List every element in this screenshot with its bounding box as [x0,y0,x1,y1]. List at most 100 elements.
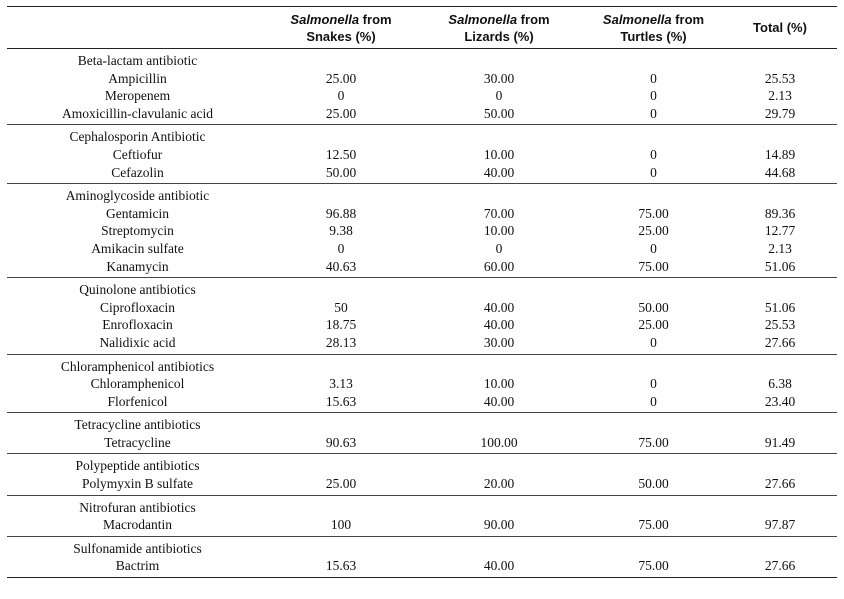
total-value: 27.66 [764,476,796,492]
turtles-value: 50.00 [638,299,669,315]
snakes-value: 0 [337,88,345,104]
lizards-value: 0 [495,240,503,256]
header-turtles-genus: Salmonella [602,11,672,27]
turtles-value: 75.00 [638,558,669,574]
empty-cell [584,49,723,70]
turtles-value: 0 [650,70,657,86]
total-value: 89.36 [764,205,796,221]
table-row: Nalidixic acid 28.13 30.00 0 27.66 [7,334,837,354]
antibiotic-name: Ceftiofur [112,146,163,162]
table-row: Polymyxin B sulfate 25.00 20.00 50.00 27.66 [7,475,837,496]
empty-cell [414,354,584,375]
turtles-value: 25.00 [638,223,669,239]
total-value: 97.87 [764,517,796,533]
snakes-value: 25.00 [325,70,357,86]
table-row: Tetracycline 90.63 100.00 75.00 91.49 [7,434,837,454]
snakes-value: 9.38 [329,223,353,239]
turtles-value: 75.00 [638,517,669,533]
table-row: Macrodantin 100 90.00 75.00 97.87 [7,516,837,537]
class-title: Sulfonamide antibiotics [73,540,202,556]
empty-cell [584,454,723,475]
total-value: 91.49 [764,434,796,450]
empty-cell [268,125,414,146]
snakes-value: 0 [337,240,345,256]
turtles-value: 75.00 [638,258,669,274]
snakes-value: 25.00 [325,476,357,492]
lizards-value: 40.00 [483,164,515,180]
table-row: Streptomycin 9.38 10.00 25.00 12.77 [7,222,837,240]
empty-cell [723,278,837,299]
antibiotic-name: Amoxicillin-clavulanic acid [61,105,214,121]
class-title: Chloramphenicol antibiotics [60,358,215,374]
lizards-value: 70.00 [483,205,515,221]
empty-cell [268,354,414,375]
snakes-value: 40.63 [325,258,357,274]
empty-cell [268,278,414,299]
class-title: Polypeptide antibiotics [75,458,200,474]
empty-cell [268,184,414,205]
turtles-value: 50.00 [638,476,669,492]
class-title-row: Sulfonamide antibiotics [7,536,837,557]
antibiotic-class-group: Quinolone antibiotics Ciprofloxacin 50 40.0… [7,278,837,354]
antibiotic-class-group: Chloramphenicol antibiotics Chloramphenic… [7,354,837,413]
empty-cell [414,278,584,299]
total-value: 2.13 [768,88,792,104]
antibiotic-name: Ampicillin [108,70,167,86]
total-value: 2.13 [768,240,792,256]
table-row: Kanamycin 40.63 60.00 75.00 51.06 [7,258,837,278]
table-row: Cefazolin 50.00 40.00 0 44.68 [7,164,837,184]
lizards-value: 40.00 [483,317,515,333]
header-lizards-genus: Salmonella [448,11,518,27]
class-title: Nitrofuran antibiotics [79,499,196,515]
empty-cell [584,413,723,434]
total-value: 29.79 [764,105,796,121]
antibiotic-name: Chloramphenicol [90,376,185,392]
total-value: 44.68 [764,164,796,180]
empty-cell [268,495,414,516]
antibiotic-resistance-table: Salmonella from Snakes (%) Salmonella fr… [7,6,837,578]
antibiotic-class-group: Cephalosporin Antibiotic Ceftiofur 12.50 10… [7,125,837,184]
table-header: Salmonella from Snakes (%) Salmonella fr… [7,6,837,49]
antibiotic-class-group: Sulfonamide antibiotics Bactrim 15.63 40.00… [7,536,837,578]
class-title: Beta-lactam antibiotic [77,53,198,68]
class-title-row: Beta-lactam antibiotic [7,49,837,70]
header-turtles-from: from [671,11,705,27]
snakes-value: 18.75 [325,317,357,333]
snakes-value: 90.63 [325,434,357,450]
snakes-value: 96.88 [325,205,357,221]
lizards-value: 40.00 [483,299,515,315]
total-value: 14.89 [764,146,796,162]
empty-cell [723,184,837,205]
total-value: 6.38 [768,376,792,392]
empty-cell [268,454,414,475]
header-turtles: Salmonella from Turtles (%) [584,7,723,49]
class-title: Quinolone antibiotics [79,282,196,298]
class-title-row: Cephalosporin Antibiotic [7,125,837,146]
turtles-value: 0 [650,376,657,392]
snakes-value: 15.63 [325,393,357,409]
total-value: 12.77 [764,223,796,239]
lizards-value: 20.00 [483,476,515,492]
turtles-value: 75.00 [638,205,669,221]
turtles-value: 75.00 [638,434,669,450]
header-total: Total (%) [753,20,807,35]
lizards-value: 90.00 [483,517,515,533]
empty-cell [723,125,837,146]
empty-cell [268,413,414,434]
header-lizards-unit: Lizards (%) [464,28,534,44]
lizards-value: 10.00 [483,146,515,162]
lizards-value: 100.00 [480,434,518,450]
lizards-value: 0 [495,88,503,104]
class-title: Tetracycline antibiotics [74,417,201,433]
empty-cell [414,536,584,557]
class-title: Cephalosporin Antibiotic [69,129,206,145]
table-row: Meropenem 0 0 0 2.13 [7,87,837,105]
antibiotic-class-group: Beta-lactam antibiotic Ampicillin 25.00 30.… [7,49,837,125]
turtles-value: 0 [650,105,657,121]
lizards-value: 30.00 [483,334,515,350]
header-antibiotic [7,7,268,49]
antibiotic-name: Tetracycline [104,434,171,450]
class-title-row: Quinolone antibiotics [7,278,837,299]
empty-cell [268,536,414,557]
header-snakes-from: from [359,11,392,27]
